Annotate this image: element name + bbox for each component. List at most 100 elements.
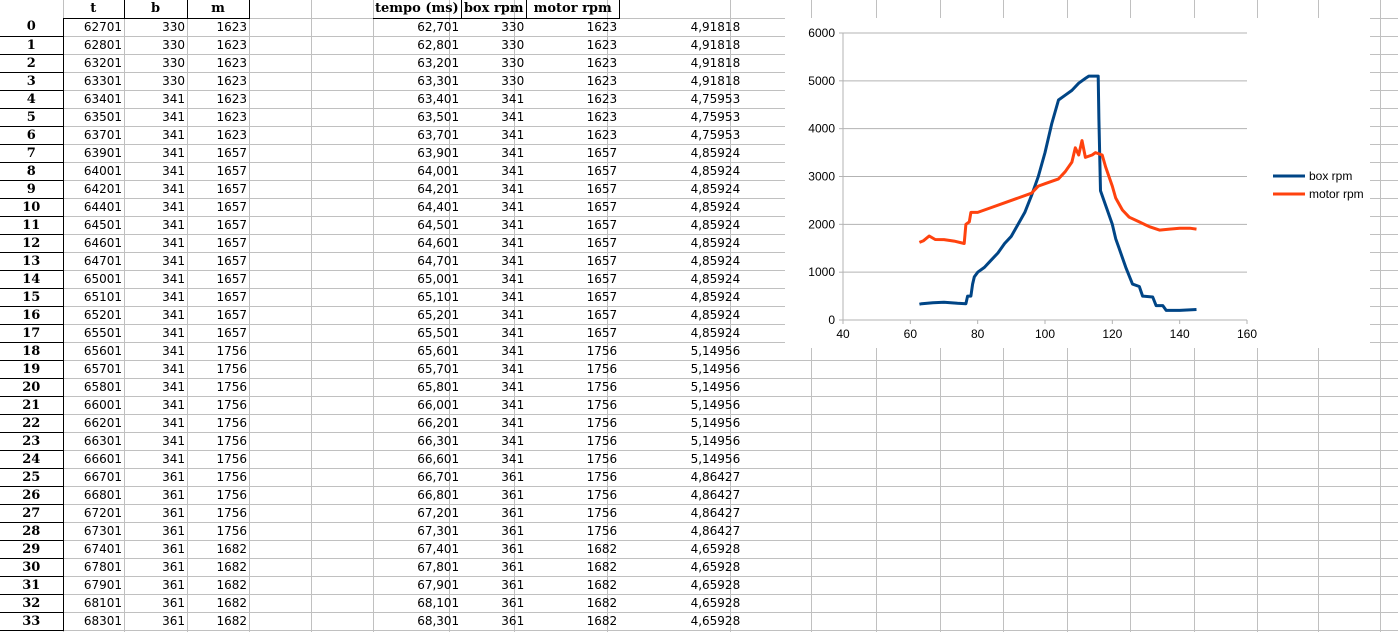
cell-empty[interactable] [249,270,311,288]
cell-m[interactable]: 1623 [216,91,247,106]
cell-empty[interactable] [311,306,373,324]
cell-b[interactable]: 341 [162,361,185,376]
cell-empty[interactable] [311,18,373,36]
cell-tempo[interactable]: 66,001 [417,397,460,412]
cell-t[interactable]: 63301 [83,73,122,88]
cell-tempo[interactable]: 66,201 [417,415,460,430]
cell-tempo[interactable]: 65,201 [417,307,460,322]
row-number[interactable]: 11 [0,216,64,235]
row-number[interactable]: 6 [0,126,64,145]
cell-empty[interactable] [249,180,311,198]
row-number[interactable]: 4 [0,90,64,109]
cell-box-rpm[interactable]: 341 [501,235,525,250]
cell-b[interactable]: 361 [162,469,185,484]
cell-empty[interactable] [249,126,311,144]
column-header[interactable]: motor rpm [526,0,620,19]
cell-t[interactable]: 65201 [83,307,122,322]
cell-empty[interactable] [249,504,311,522]
cell-empty[interactable] [311,558,373,576]
cell-b[interactable]: 341 [162,433,185,448]
cell-empty[interactable] [311,468,373,486]
cell-tempo[interactable]: 63,401 [417,91,460,106]
cell-motor-rpm[interactable]: 1657 [586,181,618,196]
cell-ratio[interactable]: 5,14956 [690,343,741,358]
cell-t[interactable]: 64601 [83,235,122,250]
row-number[interactable]: 27 [0,504,64,523]
cell-motor-rpm[interactable]: 1657 [586,253,618,268]
row-number[interactable]: 0 [0,18,64,37]
cell-empty[interactable] [249,594,311,612]
cell-empty[interactable] [311,144,373,162]
cell-box-rpm[interactable]: 330 [501,55,525,70]
row-number[interactable]: 8 [0,162,64,181]
cell-t[interactable]: 65001 [83,271,122,286]
row-number[interactable]: 32 [0,594,64,613]
cell-b[interactable]: 341 [162,451,185,466]
cell-empty[interactable] [249,234,311,252]
cell-motor-rpm[interactable]: 1756 [586,343,618,358]
cell-tempo[interactable]: 62,701 [417,19,460,34]
cell-t[interactable]: 64501 [83,217,122,232]
cell-m[interactable]: 1682 [216,595,247,610]
cell-m[interactable]: 1623 [216,127,247,142]
cell-b[interactable]: 361 [162,613,185,628]
cell-box-rpm[interactable]: 361 [501,523,525,538]
row-number[interactable]: 9 [0,180,64,199]
cell-box-rpm[interactable]: 361 [501,505,525,520]
cell-tempo[interactable]: 64,701 [417,253,460,268]
cell-b[interactable]: 361 [162,487,185,502]
row-number[interactable]: 1 [0,36,64,55]
row-number[interactable]: 21 [0,396,64,415]
cell-ratio[interactable]: 4,86427 [690,487,741,502]
cell-box-rpm[interactable]: 361 [501,469,525,484]
cell-ratio[interactable]: 5,14956 [690,361,741,376]
cell-tempo[interactable]: 65,101 [417,289,460,304]
cell-t[interactable]: 66801 [83,487,122,502]
cell-m[interactable]: 1756 [216,487,247,502]
row-number[interactable]: 22 [0,414,64,433]
cell-motor-rpm[interactable]: 1756 [586,379,618,394]
cell-m[interactable]: 1756 [216,523,247,538]
cell-b[interactable]: 341 [162,325,185,340]
cell-ratio[interactable]: 4,85924 [690,235,741,250]
cell-b[interactable]: 341 [162,181,185,196]
cell-ratio[interactable]: 5,14956 [690,415,741,430]
cell-t[interactable]: 63701 [83,127,122,142]
cell-b[interactable]: 341 [162,397,185,412]
cell-m[interactable]: 1657 [216,325,247,340]
cell-empty[interactable] [249,450,311,468]
cell-tempo[interactable]: 68,101 [417,595,460,610]
cell-tempo[interactable]: 65,001 [417,271,460,286]
cell-ratio[interactable]: 4,85924 [690,253,741,268]
cell-tempo[interactable]: 64,501 [417,217,460,232]
row-number[interactable]: 16 [0,306,64,325]
cell-m[interactable]: 1623 [216,19,247,34]
cell-tempo[interactable]: 64,401 [417,199,460,214]
cell-box-rpm[interactable]: 341 [501,325,525,340]
cell-ratio[interactable]: 4,65928 [690,595,741,610]
cell-empty[interactable] [311,360,373,378]
cell-box-rpm[interactable]: 341 [501,307,525,322]
cell-t[interactable]: 66601 [83,451,122,466]
cell-t[interactable]: 67401 [83,541,122,556]
cell-motor-rpm[interactable]: 1756 [586,523,618,538]
cell-empty[interactable] [249,108,311,126]
row-number[interactable]: 2 [0,54,64,73]
row-number[interactable]: 19 [0,360,64,379]
corner-cell[interactable] [0,0,63,18]
cell-tempo[interactable]: 67,301 [417,523,460,538]
cell-empty[interactable] [249,558,311,576]
cell-m[interactable]: 1623 [216,55,247,70]
cell-motor-rpm[interactable]: 1682 [586,577,618,592]
cell-ratio[interactable]: 4,75953 [690,127,741,142]
cell-ratio[interactable]: 4,91818 [690,73,741,88]
row-number[interactable]: 15 [0,288,64,307]
cell-empty[interactable] [249,144,311,162]
cell-motor-rpm[interactable]: 1756 [586,361,618,376]
cell-empty[interactable] [249,540,311,558]
column-header[interactable]: m [187,0,250,19]
cell-tempo[interactable]: 64,001 [417,163,460,178]
series-line-box-rpm[interactable] [919,74,1197,312]
row-number[interactable]: 10 [0,198,64,217]
cell-tempo[interactable]: 65,601 [417,343,460,358]
